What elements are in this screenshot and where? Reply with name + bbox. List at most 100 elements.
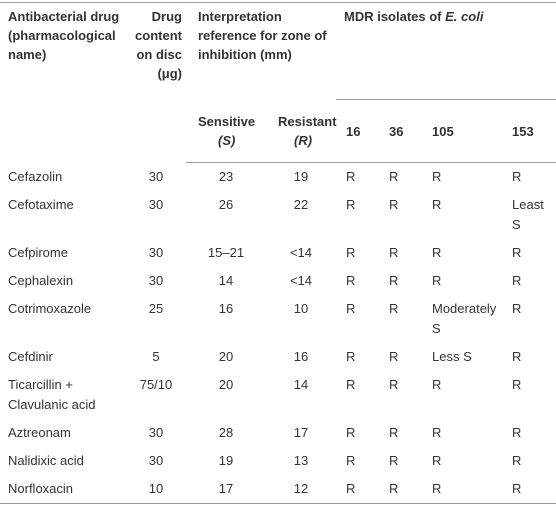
table-cell: 22 [293, 197, 309, 212]
header-text: Sensitive [198, 113, 256, 129]
table-cell: R [346, 273, 356, 288]
table-cell: R [389, 377, 399, 392]
table-cell: R [389, 245, 399, 260]
table-cell: R [389, 453, 399, 468]
table-cell: R [389, 349, 399, 364]
table-cell: 75/10 [139, 377, 173, 392]
table-cell: R [432, 453, 442, 468]
header-text: MDR isolates of [344, 9, 442, 24]
drug-name: Cotrimoxazole [8, 301, 92, 316]
table-cell: 17 [293, 425, 309, 440]
table-cell: Less S [432, 349, 472, 364]
table-cell: <14 [289, 245, 313, 260]
table-cell: R [389, 273, 399, 288]
header-cell: MDR isolates of E. coli [336, 2, 556, 100]
table-row: Cefotaxime 30 26 22 R R R Least S [0, 191, 556, 239]
table-cell: 30 [148, 168, 164, 184]
table-row: Aztreonam 30 28 17 R R R R [0, 419, 556, 447]
table-cell: R [432, 169, 442, 184]
table-cell: R [432, 481, 442, 496]
drug-name: Nalidixic acid [8, 453, 84, 468]
table-cell: 17 [218, 481, 234, 496]
header-cell: Drug content on disc (μg) [126, 3, 186, 163]
table-cell: <14 [289, 273, 313, 288]
drug-name: Cefpirome [8, 245, 68, 260]
header-cell: 153 [502, 99, 556, 163]
table-cell: 10 [293, 301, 309, 316]
table-cell: R [512, 425, 522, 440]
drug-name: Cefazolin [8, 168, 63, 184]
table-cell: Least S [512, 197, 544, 232]
table-cell: R [432, 197, 442, 212]
header-cell: 16 [336, 99, 379, 163]
table-cell: 30 [148, 273, 164, 288]
table-row: Norfloxacin 10 17 12 R R R R [0, 475, 556, 504]
table-cell: R [346, 377, 356, 392]
table-cell: R [512, 273, 522, 288]
data-table: Antibacterial drug (pharmacological name… [0, 2, 556, 504]
table-cell: R [512, 169, 522, 184]
header-text: (R) [294, 132, 313, 148]
table-row: Cefazolin 30 23 19 R R R R [0, 163, 556, 192]
table-cell: 30 [148, 245, 164, 260]
table-cell: 20 [218, 377, 234, 392]
table-cell: 19 [293, 169, 309, 184]
drug-name: Aztreonam [8, 425, 71, 440]
table-row: Ticarcillin + Clavulanic acid 75/10 20 14 R R… [0, 371, 556, 419]
table-cell: R [512, 481, 522, 496]
header-text: Interpretation reference for zone of inh… [198, 9, 327, 62]
table-cell: 15–21 [207, 245, 245, 260]
table-cell: 30 [148, 425, 164, 440]
table-cell: 30 [148, 453, 164, 468]
table-cell: 14 [218, 273, 234, 288]
table-cell: 26 [218, 197, 234, 212]
drug-name: Norfloxacin [8, 481, 74, 496]
table-row: Cefpirome 30 15–21 <14 R R R R [0, 239, 556, 267]
header-cell: Antibacterial drug (pharmacological name… [0, 3, 126, 163]
header-text: Resistant [278, 113, 337, 129]
header-cell: 105 [422, 99, 502, 163]
drug-name: Ticarcillin + Clavulanic acid [8, 377, 96, 412]
table-cell: R [346, 169, 356, 184]
drug-name: Cefotaxime [8, 197, 74, 212]
table-cell: R [512, 377, 522, 392]
table-cell: R [389, 197, 399, 212]
table-cell: 10 [148, 481, 164, 496]
table-cell: R [512, 453, 522, 468]
header-text: Drug content on disc (μg) [135, 9, 182, 81]
table-row: Cefdinir 5 20 16 R R Less S R [0, 343, 556, 371]
drug-name: Cefdinir [8, 349, 53, 364]
table-cell: 5 [152, 349, 160, 364]
table-cell: 16 [293, 349, 309, 364]
table-cell: 12 [293, 481, 309, 496]
header-text: (S) [218, 132, 236, 148]
table-cell: R [346, 349, 356, 364]
table-cell: R [512, 349, 522, 364]
table-cell: 19 [218, 453, 234, 468]
table-cell: R [512, 301, 522, 316]
table-cell: 16 [218, 301, 234, 316]
header-cell: Interpretation reference for zone of inh… [186, 3, 336, 100]
table-cell: R [346, 481, 356, 496]
table-cell: R [389, 481, 399, 496]
header-text: Antibacterial drug (pharmacological name… [8, 9, 120, 62]
table-row: Cephalexin 30 14 <14 R R R R [0, 267, 556, 295]
table-cell: 28 [218, 425, 234, 440]
table-cell: R [432, 377, 442, 392]
table-cell: R [346, 197, 356, 212]
header-cell: Sensitive (S) [186, 99, 266, 163]
table-cell: R [389, 301, 399, 316]
table-cell: R [346, 453, 356, 468]
table-cell: 20 [218, 349, 234, 364]
header-text: E. coli [445, 9, 484, 24]
table-cell: R [389, 425, 399, 440]
table-cell: 25 [148, 301, 164, 316]
header-cell: Resistant (R) [266, 99, 337, 163]
table-body: Cefazolin 30 23 19 R R R R Cefotaxime 30 26 22 R R R Le… [0, 163, 556, 504]
table-cell: R [346, 425, 356, 440]
table-cell: R [432, 273, 442, 288]
table-row: Cotrimoxazole 25 16 10 R R Moderately S R [0, 295, 556, 343]
table-cell: 30 [148, 197, 164, 212]
table-cell: 13 [293, 453, 309, 468]
